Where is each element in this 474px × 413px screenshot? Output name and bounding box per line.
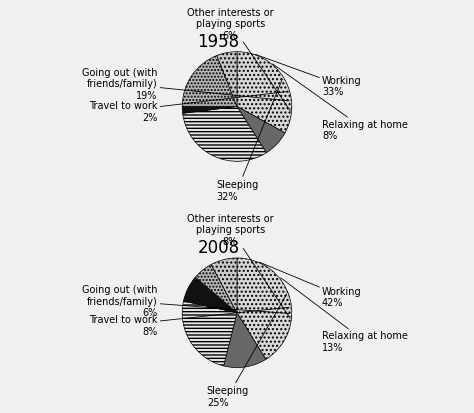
Text: Sleeping
32%: Sleeping 32% [216,80,283,201]
Wedge shape [182,57,237,107]
Wedge shape [183,278,237,313]
Text: Other interests or
playing sports
8%: Other interests or playing sports 8% [187,214,290,318]
Text: Going out (with
friends/family)
6%: Going out (with friends/family) 6% [82,285,290,318]
Wedge shape [182,301,237,366]
Wedge shape [237,52,292,133]
Text: Relaxing at home
8%: Relaxing at home 8% [273,65,408,141]
Text: Travel to work
8%: Travel to work 8% [89,308,289,336]
Text: Working
42%: Working 42% [259,263,362,307]
Wedge shape [195,265,237,313]
Text: Sleeping
25%: Sleeping 25% [207,294,287,407]
Wedge shape [217,52,237,107]
Text: Working
33%: Working 33% [255,55,362,97]
Text: Other interests or
playing sports
6%: Other interests or playing sports 6% [187,7,291,112]
Text: Travel to work
2%: Travel to work 2% [89,93,287,122]
Text: Going out (with
friends/family)
19%: Going out (with friends/family) 19% [82,68,289,102]
Text: 1958: 1958 [198,33,240,50]
Wedge shape [237,107,285,153]
Wedge shape [224,313,266,368]
Text: 2008: 2008 [198,238,240,256]
Wedge shape [182,107,266,162]
Text: Relaxing at home
13%: Relaxing at home 13% [281,278,408,352]
Wedge shape [182,107,237,114]
Wedge shape [237,259,292,359]
Wedge shape [211,259,237,313]
